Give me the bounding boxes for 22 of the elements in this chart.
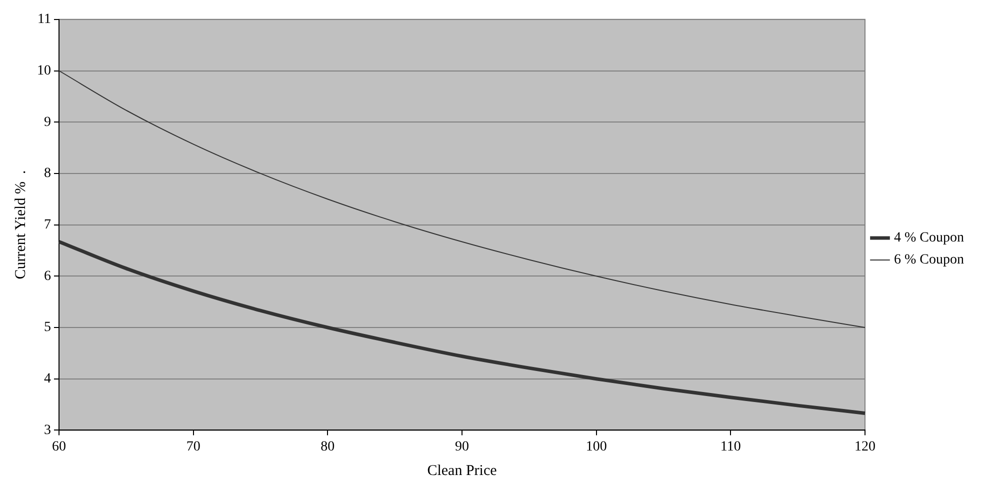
x-tick-label: 120 xyxy=(854,439,876,454)
y-tick-label: 10 xyxy=(37,63,51,78)
legend-label: 6 % Coupon xyxy=(894,252,964,268)
legend-label: 4 % Coupon xyxy=(894,230,964,246)
x-tick-label: 90 xyxy=(455,439,469,454)
y-tick-label: 11 xyxy=(38,12,51,28)
x-axis-title: Clean Price xyxy=(427,462,498,479)
y-tick-label: 7 xyxy=(44,217,51,232)
y-tick-label: 8 xyxy=(44,166,51,182)
x-tick-label: 80 xyxy=(320,439,335,454)
y-tick-label: 5 xyxy=(44,320,51,336)
x-tick-label: 60 xyxy=(52,439,66,454)
y-tick-label: 9 xyxy=(44,114,51,130)
x-tick-label: 100 xyxy=(586,439,607,454)
y-tick-label: 4 xyxy=(44,372,51,387)
x-tick-label: 70 xyxy=(186,439,200,454)
y-axis-title: Current Yield % . xyxy=(12,170,29,280)
line-series xyxy=(57,240,867,416)
y-tick-label: 3 xyxy=(44,422,51,438)
line-series xyxy=(58,70,866,328)
y-tick-label: 6 xyxy=(44,268,51,284)
x-tick-label: 110 xyxy=(720,439,741,454)
